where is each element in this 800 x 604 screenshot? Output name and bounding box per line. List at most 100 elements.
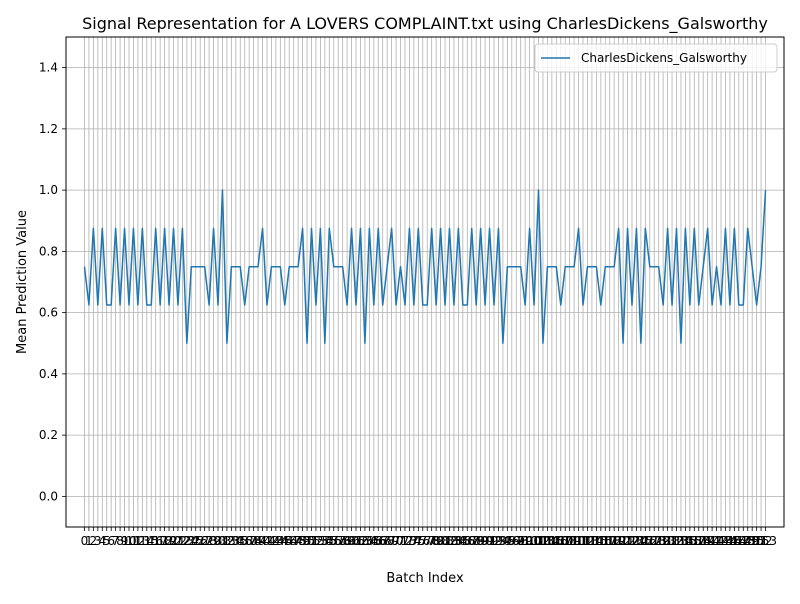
x-tick-label: 29 bbox=[206, 534, 221, 548]
x-tick-label: 64 bbox=[362, 534, 377, 548]
x-tick-label: 8 bbox=[116, 534, 124, 548]
x-tick-label: 136 bbox=[678, 534, 701, 548]
x-tick-label: 147 bbox=[727, 534, 750, 548]
x-tick-label: 31 bbox=[215, 534, 230, 548]
x-tick-label: 21 bbox=[170, 534, 185, 548]
x-tick-label: 149 bbox=[736, 534, 759, 548]
x-tick-label: 82 bbox=[442, 534, 457, 548]
x-tick-label: 74 bbox=[406, 534, 421, 548]
y-tick-label: 0.4 bbox=[39, 367, 58, 381]
x-tick-label: 56 bbox=[326, 534, 341, 548]
x-tick-label: 25 bbox=[188, 534, 203, 548]
x-tick-label: 24 bbox=[184, 534, 199, 548]
x-tick-label: 30 bbox=[210, 534, 225, 548]
x-tick-label: 91 bbox=[482, 534, 497, 548]
x-tick-label: 44 bbox=[273, 534, 288, 548]
x-tick-label: 49 bbox=[295, 534, 310, 548]
x-tick-label: 86 bbox=[460, 534, 475, 548]
x-tick-label: 99 bbox=[518, 534, 533, 548]
x-tick-label: 48 bbox=[290, 534, 305, 548]
x-tick-label: 6 bbox=[107, 534, 115, 548]
y-axis-label: Mean Prediction Value bbox=[15, 210, 30, 354]
x-tick-label: 90 bbox=[477, 534, 492, 548]
x-tick-label: 126 bbox=[634, 534, 657, 548]
y-tick-label: 1.2 bbox=[39, 122, 58, 136]
x-tick-label: 115 bbox=[585, 534, 608, 548]
x-tick-label: 89 bbox=[473, 534, 488, 548]
x-tick-label: 28 bbox=[201, 534, 216, 548]
x-tick-label: 17 bbox=[153, 534, 168, 548]
x-tick-label: 80 bbox=[433, 534, 448, 548]
x-tick-label: 122 bbox=[616, 534, 639, 548]
x-tick-label: 92 bbox=[486, 534, 501, 548]
y-tick-label: 0.0 bbox=[39, 489, 58, 503]
y-tick-label: 0.6 bbox=[39, 306, 58, 320]
x-tick-label: 60 bbox=[344, 534, 359, 548]
x-tick-label: 79 bbox=[428, 534, 443, 548]
y-axis-ticks: 0.0 0.2 0.4 0.6 0.8 1.0 1.2 1.4 bbox=[39, 61, 66, 503]
x-tick-label: 45 bbox=[277, 534, 292, 548]
x-tick-label: 68 bbox=[380, 534, 395, 548]
x-tick-label: 107 bbox=[549, 534, 572, 548]
x-axis-ticks: 0123456789101112131415161718192021222324… bbox=[81, 527, 777, 548]
x-tick-label: 133 bbox=[665, 534, 688, 548]
x-tick-label: 34 bbox=[228, 534, 243, 548]
x-tick-label: 141 bbox=[701, 534, 724, 548]
x-tick-label: 106 bbox=[545, 534, 568, 548]
x-tick-label: 96 bbox=[504, 534, 519, 548]
x-tick-label: 58 bbox=[335, 534, 350, 548]
x-tick-label: 83 bbox=[446, 534, 461, 548]
x-tick-label: 132 bbox=[661, 534, 684, 548]
x-tick-label: 105 bbox=[540, 534, 563, 548]
x-tick-label: 52 bbox=[308, 534, 323, 548]
x-tick-label: 121 bbox=[612, 534, 635, 548]
x-tick-label: 75 bbox=[411, 534, 426, 548]
x-tick-label: 148 bbox=[732, 534, 755, 548]
x-tick-label: 125 bbox=[629, 534, 652, 548]
legend-series-label: CharlesDickens_Galsworthy bbox=[581, 51, 747, 65]
x-tick-label: 73 bbox=[402, 534, 417, 548]
x-tick-label: 16 bbox=[148, 534, 163, 548]
x-tick-label: 37 bbox=[242, 534, 257, 548]
x-tick-label: 2 bbox=[90, 534, 98, 548]
x-tick-label: 151 bbox=[745, 534, 768, 548]
x-tick-label: 113 bbox=[576, 534, 599, 548]
x-tick-label: 94 bbox=[495, 534, 510, 548]
x-tick-label: 101 bbox=[523, 534, 546, 548]
x-tick-label: 22 bbox=[175, 534, 190, 548]
x-tick-label: 61 bbox=[348, 534, 363, 548]
x-tick-label: 98 bbox=[513, 534, 528, 548]
x-tick-label: 13 bbox=[135, 534, 150, 548]
x-tick-label: 152 bbox=[750, 534, 773, 548]
x-tick-label: 42 bbox=[264, 534, 279, 548]
x-tick-label: 65 bbox=[366, 534, 381, 548]
x-tick-label: 135 bbox=[674, 534, 697, 548]
x-tick-label: 62 bbox=[353, 534, 368, 548]
x-tick-label: 129 bbox=[647, 534, 670, 548]
x-tick-label: 9 bbox=[121, 534, 129, 548]
x-tick-label: 119 bbox=[603, 534, 626, 548]
x-tick-label: 15 bbox=[144, 534, 159, 548]
x-tick-label: 54 bbox=[317, 534, 332, 548]
x-tick-label: 11 bbox=[126, 534, 141, 548]
series-line bbox=[83, 189, 767, 344]
plot-frame bbox=[65, 36, 785, 528]
legend: CharlesDickens_Galsworthy bbox=[534, 43, 778, 73]
x-tick-label: 18 bbox=[157, 534, 172, 548]
x-tick-label: 109 bbox=[558, 534, 581, 548]
legend-box bbox=[534, 43, 778, 73]
y-tick-label: 1.4 bbox=[39, 61, 58, 75]
x-tick-label: 57 bbox=[331, 534, 346, 548]
x-tick-label: 118 bbox=[598, 534, 621, 548]
x-tick-label: 71 bbox=[393, 534, 408, 548]
x-tick-label: 130 bbox=[652, 534, 675, 548]
x-tick-label: 128 bbox=[643, 534, 666, 548]
x-tick-label: 153 bbox=[754, 534, 777, 548]
x-tick-label: 108 bbox=[554, 534, 577, 548]
x-tick-label: 47 bbox=[286, 534, 301, 548]
x-tick-label: 78 bbox=[424, 534, 439, 548]
x-tick-label: 36 bbox=[237, 534, 252, 548]
x-tick-label: 19 bbox=[161, 534, 176, 548]
x-tick-label: 33 bbox=[224, 534, 239, 548]
